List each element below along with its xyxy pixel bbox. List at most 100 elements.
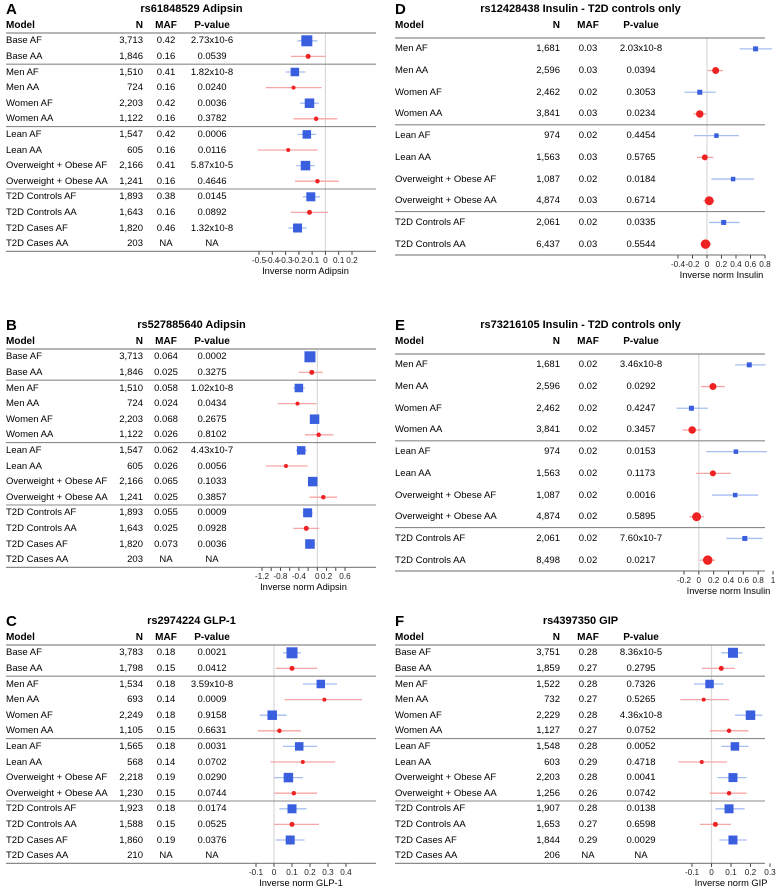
row-maf: 0.15 <box>156 725 176 737</box>
row-n: 1,510 <box>119 382 143 394</box>
col-header-n: N <box>135 336 143 347</box>
row-model: Men AA <box>6 398 40 410</box>
row-maf: 0.02 <box>578 130 598 142</box>
row-n: 1,510 <box>119 66 143 78</box>
effect-marker-dot <box>718 665 724 671</box>
row-n: 210 <box>127 850 143 862</box>
row-maf: 0.46 <box>156 222 176 234</box>
row-maf: 0.026 <box>154 460 178 472</box>
axis-tick-label: -0.2 <box>291 256 306 266</box>
axis-tick-label: -0.1 <box>248 868 264 878</box>
row-model: Base AA <box>6 662 43 674</box>
row-maf: 0.03 <box>578 238 598 250</box>
col-header-pvalue: P-value <box>194 632 230 643</box>
row-model: Overweight + Obese AF <box>395 772 497 784</box>
row-model: T2D Cases AA <box>6 238 69 250</box>
effect-marker-square <box>316 679 326 689</box>
effect-marker-square <box>753 46 759 52</box>
panel-letter: E <box>395 317 406 334</box>
col-header-maf: MAF <box>155 632 177 643</box>
row-model: Women AF <box>395 402 442 414</box>
row-model: Overweight + Obese AF <box>395 173 497 185</box>
row-n: 2,061 <box>536 532 560 544</box>
effect-marker-square <box>730 176 736 182</box>
row-model: Overweight + Obese AF <box>6 476 108 488</box>
row-maf: NA <box>581 850 595 862</box>
row-maf: 0.02 <box>578 359 598 371</box>
col-header-pvalue: P-value <box>194 20 230 31</box>
row-model: Base AA <box>6 50 43 62</box>
row-n: 3,713 <box>119 351 143 363</box>
row-maf: 0.18 <box>156 740 176 752</box>
col-header-n: N <box>135 632 143 643</box>
row-pvalue: 0.0029 <box>626 834 656 846</box>
forest-plot-A <box>6 32 376 255</box>
row-model: Lean AF <box>6 740 42 752</box>
row-pvalue: 7.60x10-7 <box>619 532 663 544</box>
row-n: 1,087 <box>536 489 560 501</box>
row-pvalue: 0.9158 <box>197 709 227 721</box>
effect-marker-dot <box>701 697 706 702</box>
row-model: Men AF <box>395 43 428 55</box>
row-n: 3,713 <box>119 35 143 47</box>
row-model: Women AF <box>6 709 53 721</box>
row-pvalue: NA <box>634 850 648 862</box>
col-header-n: N <box>135 20 143 31</box>
row-model: T2D Controls AA <box>395 818 466 830</box>
axis-tick-label: 1 <box>770 576 776 585</box>
row-model: Overweight + Obese AA <box>6 787 108 799</box>
row-maf: 0.16 <box>156 50 176 62</box>
row-pvalue: 3.59x10-8 <box>190 678 234 690</box>
row-n: 2,249 <box>119 709 143 721</box>
row-pvalue: 0.1173 <box>626 467 656 479</box>
col-header-maf: MAF <box>155 336 177 347</box>
row-maf: 0.026 <box>154 429 178 441</box>
row-n: 1,923 <box>119 803 143 815</box>
row-model: T2D Controls AF <box>395 532 466 544</box>
row-n: 2,166 <box>119 476 143 488</box>
effect-marker-dot <box>696 110 704 118</box>
row-n: 1,522 <box>536 678 560 690</box>
row-n: 2,462 <box>536 402 560 414</box>
col-header-model: Model <box>6 336 35 347</box>
axis-tick-label: 0.1 <box>333 256 345 266</box>
row-pvalue: 0.0056 <box>197 460 227 472</box>
panel-letter: D <box>395 1 406 18</box>
row-n: 1,565 <box>119 740 143 752</box>
row-n: 1,681 <box>536 359 560 371</box>
row-n: 203 <box>127 238 143 250</box>
row-maf: 0.16 <box>156 206 176 218</box>
panel-title: rs2974224 GLP-1 <box>147 615 236 627</box>
row-pvalue: 0.0009 <box>197 507 227 519</box>
row-pvalue: 0.3782 <box>197 113 227 125</box>
row-maf: 0.18 <box>156 709 176 721</box>
row-model: Women AF <box>6 413 53 425</box>
col-header-model: Model <box>395 20 424 31</box>
row-model: Overweight + Obese AF <box>395 489 497 501</box>
row-n: 693 <box>127 694 143 706</box>
col-header-n: N <box>552 632 560 643</box>
axis-tick-label: 0.6 <box>339 572 351 582</box>
row-maf: 0.16 <box>156 144 176 156</box>
row-model: Overweight + Obese AA <box>395 511 497 523</box>
row-n: 1,127 <box>536 725 560 737</box>
effect-marker-square <box>302 130 312 139</box>
row-n: 3,841 <box>536 424 560 436</box>
row-model: Base AF <box>6 35 42 47</box>
row-maf: 0.42 <box>156 128 176 140</box>
effect-marker-square <box>305 539 315 549</box>
row-maf: 0.14 <box>156 756 176 768</box>
effect-marker-square <box>283 772 294 783</box>
row-model: Overweight + Obese AA <box>6 175 108 187</box>
row-model: Lean AA <box>6 756 42 768</box>
row-model: T2D Controls AF <box>395 216 466 228</box>
row-pvalue: NA <box>205 850 219 862</box>
row-maf: 0.03 <box>578 151 598 163</box>
row-maf: 0.025 <box>154 522 178 534</box>
row-maf: 0.28 <box>578 709 598 721</box>
row-model: Lean AF <box>6 444 42 456</box>
effect-marker-square <box>727 647 738 658</box>
row-pvalue: 0.5765 <box>626 151 656 163</box>
